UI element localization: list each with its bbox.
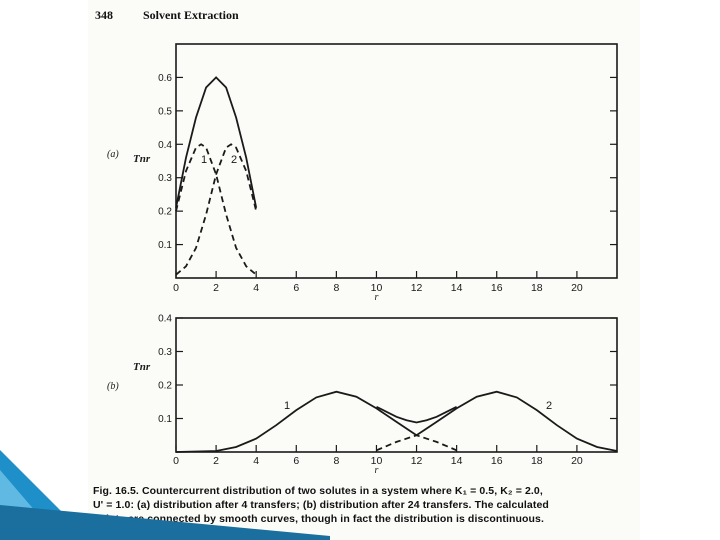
panel-a-series-label-2: 2 <box>231 154 237 166</box>
panel-a-ytick-label: 0.1 <box>158 240 172 251</box>
panel-a-xtick-label: 16 <box>491 282 503 294</box>
panel-b-label: (b) <box>107 381 119 392</box>
panel-a-xtick-label: 10 <box>371 282 383 294</box>
decor-bar <box>0 505 330 540</box>
panel-a-xlabel: r <box>375 292 379 303</box>
panel-b-ytick-label: 0.2 <box>158 381 172 392</box>
panel-b-xtick-label: 4 <box>253 455 259 467</box>
page-number: 348 <box>95 8 113 22</box>
panel-b-ytick-label: 0.1 <box>158 414 172 425</box>
panel-b-xtick-label: 14 <box>451 455 463 467</box>
panel-b-xtick-label: 18 <box>531 455 543 467</box>
panel-a-ytick-label: 0.3 <box>158 173 172 184</box>
panel-b-series-label-2: 2 <box>546 400 552 412</box>
panel-b-series-0 <box>175 390 418 453</box>
panel-a-ylabel: Tnr <box>133 153 151 165</box>
panel-b-ytick-label: 0.4 <box>158 314 172 325</box>
slide-corner-decoration <box>0 450 330 540</box>
panel-a-ytick-label: 0.4 <box>158 140 172 151</box>
panel-b-xtick-label: 2 <box>213 455 219 467</box>
panel-a-xtick-label: 20 <box>571 282 583 294</box>
panel-a-xtick-label: 12 <box>411 282 423 294</box>
panel-a-ytick-label: 0.5 <box>158 106 172 117</box>
caption-line-3: points are connected by smooth curves, t… <box>93 513 544 525</box>
panel-a-xtick-label: 4 <box>253 282 259 294</box>
panel-b-xtick-label: 10 <box>371 455 383 467</box>
panel-b-xtick-label: 12 <box>411 455 423 467</box>
panel-b-xtick-label: 16 <box>491 455 503 467</box>
caption-line-1: Fig. 16.5. Countercurrent distribution o… <box>93 485 543 497</box>
panel-a-series-0 <box>175 143 257 276</box>
panel-b-series-label-1: 1 <box>284 400 290 412</box>
panel-a-xtick-label: 0 <box>173 282 179 294</box>
panel-b-xtick-label: 20 <box>571 455 583 467</box>
panel-a-xtick-label: 6 <box>293 282 299 294</box>
panel-b-series-2 <box>376 434 457 452</box>
panel-a-ytick-label: 0.2 <box>158 207 172 218</box>
panel-b-xlabel: r <box>375 465 379 476</box>
panel-b-ylabel: Tnr <box>133 361 151 373</box>
panel-a-xtick-label: 8 <box>333 282 339 294</box>
panel-a-label: (a) <box>107 149 119 160</box>
panel-a-xtick-label: 14 <box>451 282 463 294</box>
panel-b-series-1 <box>416 390 618 452</box>
panel-b-ytick-label: 0.3 <box>158 347 172 358</box>
panel-a-series-label-1: 1 <box>201 154 207 166</box>
caption-line-2: U' = 1.0: (a) distribution after 4 trans… <box>93 499 549 511</box>
panel-a-series-2 <box>175 76 258 208</box>
panel-a-series-1 <box>175 143 258 276</box>
panel-a-frame <box>175 43 618 279</box>
panel-b-xtick-label: 6 <box>293 455 299 467</box>
scanned-page <box>88 0 640 540</box>
panel-b-xtick-label: 0 <box>173 455 179 467</box>
figure-caption: Fig. 16.5. Countercurrent distribution o… <box>93 484 638 526</box>
panel-a-ytick-label: 0.6 <box>158 73 172 84</box>
panel-b-xtick-label: 8 <box>333 455 339 467</box>
panel-b-series-3 <box>376 405 458 424</box>
panel-b-frame <box>175 317 618 453</box>
panel-a-xtick-label: 2 <box>213 282 219 294</box>
panel-a-xtick-label: 18 <box>531 282 543 294</box>
running-title: Solvent Extraction <box>143 8 239 22</box>
